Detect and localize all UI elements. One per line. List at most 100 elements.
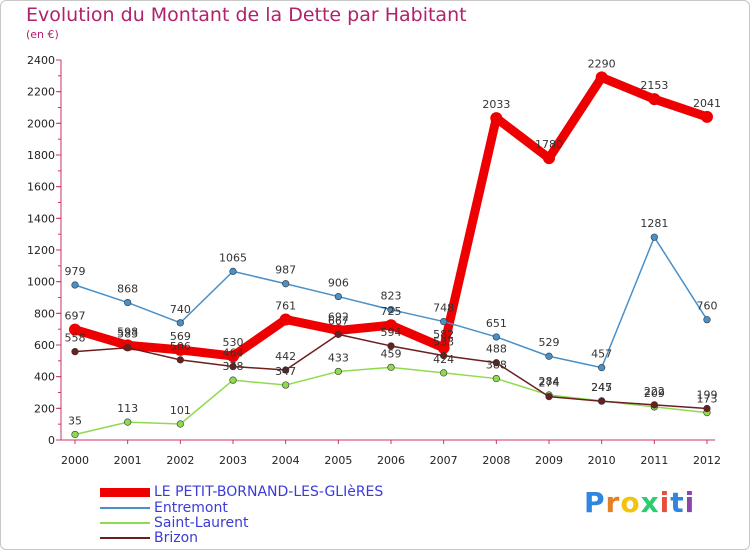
data-label: 1065 <box>219 251 247 264</box>
data-point <box>282 280 290 288</box>
data-point <box>174 343 187 356</box>
data-point <box>387 363 395 371</box>
data-label: 594 <box>381 326 402 339</box>
data-point <box>492 359 500 367</box>
x-tick-label: 2007 <box>430 454 458 467</box>
data-label: 274 <box>539 377 560 390</box>
series-line-2 <box>74 366 708 436</box>
y-tick-label: 600 <box>34 339 55 352</box>
data-point <box>703 316 711 324</box>
x-tick-label: 2012 <box>693 454 721 467</box>
data-point <box>334 292 342 301</box>
legend-item: Saint-Laurent <box>100 515 248 531</box>
data-label: 987 <box>275 264 296 277</box>
data-point <box>176 319 184 327</box>
data-label: 906 <box>328 277 349 290</box>
data-point <box>598 397 606 405</box>
data-point <box>440 369 448 377</box>
data-label: 2033 <box>482 98 510 111</box>
data-label: 558 <box>65 332 86 345</box>
data-label: 823 <box>381 290 402 303</box>
data-label: 667 <box>328 314 349 327</box>
data-point <box>69 323 81 336</box>
data-point <box>282 381 290 389</box>
data-point <box>71 281 79 289</box>
data-point <box>229 376 237 384</box>
data-label: 173 <box>697 393 718 406</box>
data-label: 388 <box>486 359 507 372</box>
data-label: 284 <box>539 375 560 388</box>
data-label: 1281 <box>640 217 668 230</box>
data-label: 459 <box>381 347 402 360</box>
x-tick-label: 2005 <box>324 454 352 467</box>
data-point <box>387 306 395 314</box>
x-tick-label: 2004 <box>272 454 300 467</box>
data-point <box>227 350 239 363</box>
data-label: 433 <box>328 351 349 364</box>
data-label: 424 <box>433 353 454 366</box>
legend-swatch <box>100 507 150 509</box>
data-label: 2153 <box>640 79 668 92</box>
data-point <box>387 342 395 350</box>
y-tick-label: 0 <box>48 434 55 447</box>
data-point <box>124 418 132 426</box>
data-point <box>650 233 658 241</box>
y-tick-label: 2400 <box>27 54 55 67</box>
y-tick-label: 800 <box>34 307 55 320</box>
data-point <box>437 341 450 354</box>
proxiti-logo: Proxiti <box>584 486 696 519</box>
x-tick-label: 2003 <box>219 454 247 467</box>
y-tick-label: 2200 <box>27 86 55 99</box>
data-label: 533 <box>433 336 454 349</box>
data-label: 1780 <box>535 138 563 151</box>
data-point <box>334 330 342 338</box>
data-label: 697 <box>65 310 86 323</box>
data-point <box>703 404 711 413</box>
data-point <box>440 317 448 326</box>
data-label: 748 <box>433 302 454 315</box>
legend-label: Entremont <box>154 500 228 516</box>
data-point <box>648 93 661 106</box>
chart-subtitle: (en €) <box>26 28 59 41</box>
data-point <box>282 366 290 374</box>
data-label: 101 <box>170 404 191 417</box>
data-point <box>650 401 658 409</box>
data-label: 378 <box>223 360 244 373</box>
y-tick-label: 1200 <box>27 244 55 257</box>
data-label: 113 <box>117 402 138 415</box>
data-label: 530 <box>223 336 244 349</box>
data-point <box>124 344 132 352</box>
y-tick-label: 1400 <box>27 212 55 225</box>
y-tick-label: 200 <box>34 402 55 415</box>
data-label: 598 <box>117 325 138 338</box>
x-tick-label: 2011 <box>640 454 668 467</box>
data-label: 569 <box>170 330 191 343</box>
y-tick-label: 1800 <box>27 149 55 162</box>
legend-swatch <box>100 522 150 524</box>
data-label: 760 <box>697 300 718 313</box>
data-label: 209 <box>644 387 665 400</box>
legend-label: Brizon <box>154 530 199 546</box>
y-tick-label: 400 <box>34 371 55 384</box>
data-label: 35 <box>68 414 82 427</box>
y-tick-label: 2000 <box>27 117 55 130</box>
data-label: 222 <box>644 385 665 398</box>
data-label: 725 <box>381 305 402 318</box>
x-tick-label: 2002 <box>166 454 194 467</box>
data-point <box>71 348 79 356</box>
legend-swatch <box>100 537 150 539</box>
data-point <box>545 352 553 360</box>
data-point <box>701 110 713 123</box>
data-point <box>545 393 553 401</box>
data-point <box>176 420 184 428</box>
data-label: 979 <box>65 265 86 278</box>
data-label: 692 <box>328 310 349 323</box>
legend-label: LE PETIT-BORNAND-LES-GLIèRES <box>154 484 384 500</box>
data-point <box>71 430 79 439</box>
chart-title: Evolution du Montant de la Dette par Hab… <box>26 4 467 26</box>
x-tick-label: 2008 <box>482 454 510 467</box>
data-label: 582 <box>433 328 454 341</box>
data-label: 247 <box>591 381 612 394</box>
data-point <box>385 319 397 332</box>
